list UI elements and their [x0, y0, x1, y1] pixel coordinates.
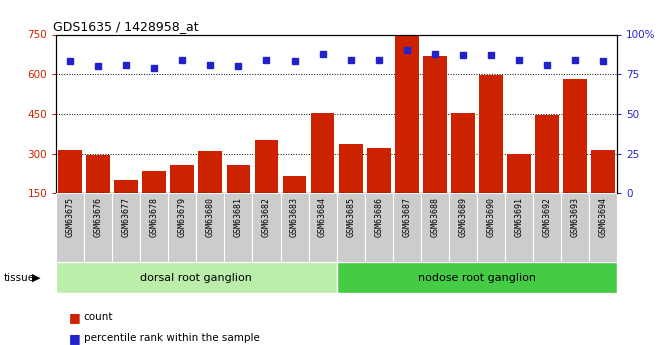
Bar — [449, 193, 477, 262]
Bar — [168, 193, 197, 262]
Bar — [507, 154, 531, 233]
Text: percentile rank within the sample: percentile rank within the sample — [84, 333, 259, 343]
Bar — [143, 171, 166, 233]
Bar — [535, 115, 559, 233]
Text: GSM63675: GSM63675 — [65, 197, 75, 237]
Bar — [423, 56, 447, 233]
Text: GSM63691: GSM63691 — [514, 197, 523, 237]
Bar — [365, 193, 393, 262]
Text: GSM63687: GSM63687 — [402, 197, 411, 237]
Bar — [367, 148, 391, 233]
Bar — [255, 140, 279, 233]
Text: count: count — [84, 313, 114, 322]
Bar — [561, 193, 589, 262]
Bar — [533, 193, 561, 262]
Text: ■: ■ — [69, 332, 81, 345]
Bar — [421, 193, 449, 262]
Bar — [337, 262, 617, 293]
Bar — [86, 155, 110, 233]
Text: GDS1635 / 1428958_at: GDS1635 / 1428958_at — [53, 20, 199, 33]
Bar — [589, 193, 617, 262]
Text: GSM63676: GSM63676 — [94, 197, 103, 237]
Bar — [309, 193, 337, 262]
Text: ▶: ▶ — [32, 273, 40, 283]
Bar — [56, 262, 337, 293]
Text: GSM63688: GSM63688 — [430, 197, 440, 237]
Text: GSM63694: GSM63694 — [599, 197, 608, 237]
Bar — [84, 193, 112, 262]
Bar — [395, 36, 418, 233]
Bar — [339, 144, 362, 233]
Bar — [337, 193, 365, 262]
Bar — [505, 193, 533, 262]
Bar — [56, 193, 84, 262]
Text: GSM63683: GSM63683 — [290, 197, 299, 237]
Text: GSM63680: GSM63680 — [206, 197, 215, 237]
Text: dorsal root ganglion: dorsal root ganglion — [141, 273, 252, 283]
Bar — [199, 151, 222, 233]
Text: ■: ■ — [69, 311, 81, 324]
Bar — [311, 112, 335, 233]
Bar — [112, 193, 140, 262]
Text: GSM63684: GSM63684 — [318, 197, 327, 237]
Text: nodose root ganglion: nodose root ganglion — [418, 273, 536, 283]
Bar — [280, 193, 309, 262]
Bar — [197, 193, 224, 262]
Bar — [226, 165, 250, 233]
Text: GSM63681: GSM63681 — [234, 197, 243, 237]
Text: GSM63690: GSM63690 — [486, 197, 496, 237]
Text: GSM63679: GSM63679 — [178, 197, 187, 237]
Text: GSM63692: GSM63692 — [543, 197, 552, 237]
Text: GSM63689: GSM63689 — [458, 197, 467, 237]
Bar — [224, 193, 252, 262]
Bar — [114, 180, 138, 233]
Bar — [170, 165, 194, 233]
Bar — [393, 193, 421, 262]
Bar — [58, 149, 82, 233]
Bar — [282, 176, 306, 233]
Text: GSM63678: GSM63678 — [150, 197, 159, 237]
Bar — [479, 76, 503, 233]
Bar — [252, 193, 280, 262]
Bar — [477, 193, 505, 262]
Bar — [563, 79, 587, 233]
Text: tissue: tissue — [3, 273, 34, 283]
Bar — [591, 149, 615, 233]
Text: GSM63686: GSM63686 — [374, 197, 383, 237]
Text: GSM63677: GSM63677 — [121, 197, 131, 237]
Text: GSM63682: GSM63682 — [262, 197, 271, 237]
Bar — [140, 193, 168, 262]
Bar — [451, 112, 475, 233]
Text: GSM63685: GSM63685 — [346, 197, 355, 237]
Text: GSM63693: GSM63693 — [570, 197, 579, 237]
